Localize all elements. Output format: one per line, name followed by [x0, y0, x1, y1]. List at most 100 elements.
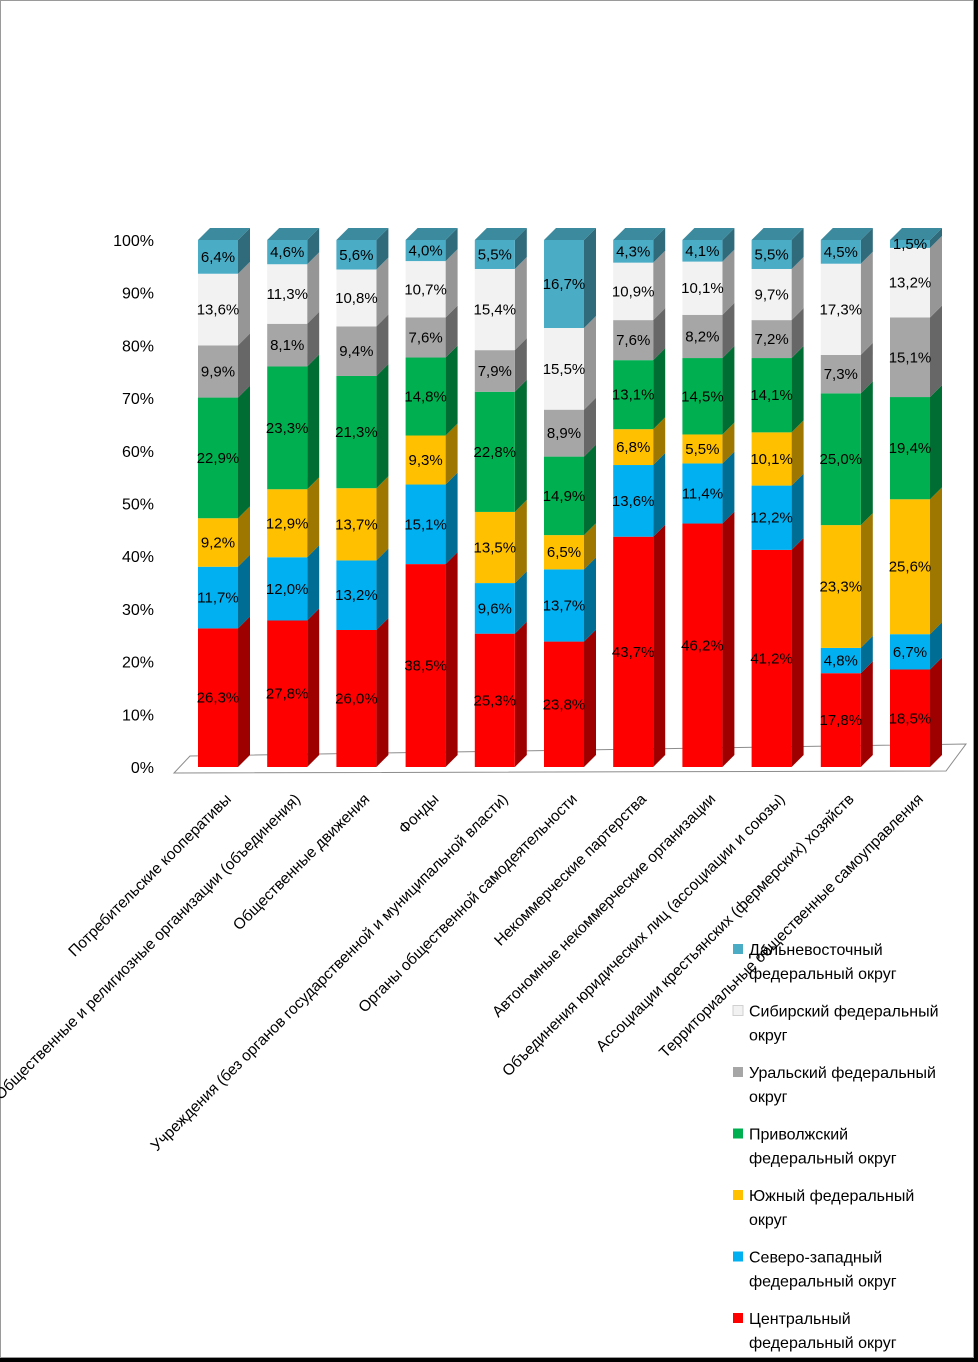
data-label: 16,7% — [543, 276, 586, 293]
bar-segment — [820, 381, 873, 526]
bar-segment — [267, 311, 320, 367]
legend-swatch — [733, 1190, 743, 1200]
data-label: 14,8% — [404, 389, 447, 406]
y-tick-label: 10% — [122, 707, 154, 724]
bar-segment — [544, 316, 596, 410]
data-label: 15,1% — [889, 349, 932, 366]
legend-label: Северо-западный — [749, 1250, 882, 1267]
data-label: 17,3% — [820, 301, 863, 318]
data-label: 6,5% — [547, 544, 581, 561]
data-label: 12,0% — [266, 581, 309, 598]
bar-segment — [336, 548, 389, 630]
data-label: 19,4% — [889, 440, 932, 457]
data-label: 10,1% — [681, 280, 724, 297]
bar-segment — [198, 261, 250, 346]
data-label: 13,7% — [335, 516, 378, 533]
data-label: 13,6% — [197, 302, 240, 319]
data-label: 25,0% — [820, 451, 863, 468]
data-label: 9,7% — [754, 287, 788, 304]
legend-swatch — [732, 1005, 744, 1016]
legend-item: Центральный федеральный округ — [733, 1311, 897, 1352]
legend-item: Южный федеральный округ — [733, 1188, 914, 1229]
bar-segment — [336, 228, 389, 270]
legend-item: Уральский федеральный округ — [733, 1065, 936, 1106]
bar-segment — [682, 249, 735, 315]
data-label: 23,3% — [266, 420, 309, 437]
data-label: 12,2% — [750, 510, 793, 527]
data-label: 4,3% — [616, 243, 650, 260]
data-label: 41,2% — [750, 650, 793, 667]
data-label: 26,0% — [335, 690, 378, 707]
data-label: 11,3% — [266, 286, 307, 303]
bar-segment — [267, 608, 320, 767]
bar-segment — [613, 417, 666, 466]
y-tick-label: 40% — [122, 549, 154, 566]
data-label: 6,4% — [201, 249, 235, 266]
bar-segment — [198, 616, 250, 767]
data-label: 4,5% — [824, 244, 858, 261]
legend-item: Северо-западный федеральный округ — [733, 1250, 897, 1291]
data-label: 5,6% — [339, 247, 373, 264]
category-label: Общественные движения — [230, 791, 373, 934]
data-label: 9,6% — [478, 600, 512, 617]
data-label: 5,5% — [685, 441, 719, 458]
bar-segment — [474, 338, 527, 392]
data-label: 38,5% — [404, 658, 447, 675]
data-label: 11,7% — [197, 590, 238, 607]
bar-segment — [544, 397, 596, 457]
bar-segment — [613, 250, 666, 321]
bar-segment — [405, 228, 458, 262]
data-label: 46,2% — [681, 637, 724, 654]
bar-segment — [405, 552, 458, 767]
legend-label: Дальневосточный — [749, 942, 883, 959]
data-label: 10,1% — [750, 451, 793, 468]
bar-segment — [405, 345, 458, 436]
bar-segment — [267, 252, 320, 324]
bar-segment — [751, 256, 804, 321]
bar-segment — [751, 228, 804, 269]
data-label: 7,9% — [478, 363, 512, 380]
bar-segment — [820, 513, 873, 648]
legend-swatch — [733, 944, 743, 954]
bar-segment — [890, 385, 942, 500]
data-label: 25,6% — [889, 559, 932, 576]
legend-item: Сибирский федеральный округ — [732, 1004, 939, 1045]
y-tick-label: 80% — [122, 338, 154, 355]
bar-segment — [544, 228, 596, 329]
data-label: 8,2% — [685, 328, 719, 345]
y-tick-label: 0% — [131, 760, 154, 777]
bar-segment — [613, 228, 666, 263]
data-label: 26,3% — [197, 690, 240, 707]
bar-segment — [474, 379, 527, 512]
data-label: 21,3% — [335, 424, 378, 441]
legend-swatch — [733, 1128, 743, 1139]
y-tick-label: 70% — [122, 391, 154, 408]
legend-label: Уральский федеральный — [749, 1065, 936, 1082]
bar-segment — [890, 235, 942, 318]
legend-label: федеральный округ — [749, 966, 897, 983]
legend-label: Южный федеральный — [749, 1188, 914, 1205]
bar-segment — [682, 302, 735, 359]
bar-segment — [267, 545, 320, 621]
bar-segment — [820, 342, 873, 394]
bar-segment — [751, 537, 804, 767]
bar-segment — [890, 305, 942, 398]
bar-segment — [751, 346, 804, 433]
bar-segment — [820, 251, 873, 355]
bar-segment — [198, 554, 250, 629]
data-label: 8,1% — [270, 337, 304, 354]
bar-segment — [820, 228, 873, 264]
bar-segment — [890, 622, 942, 670]
bar-segment — [267, 354, 320, 490]
data-label: 7,6% — [616, 332, 650, 349]
data-label: 22,9% — [197, 450, 240, 467]
bar-segment — [267, 477, 320, 558]
category-label: Некоммерческие партерства — [491, 791, 650, 950]
bar-segment — [682, 228, 735, 262]
data-label: 6,7% — [893, 644, 927, 661]
legend-label: Центральный — [749, 1311, 851, 1328]
bar-segment — [682, 422, 735, 464]
bar-segment — [544, 523, 596, 570]
bar-segment — [336, 257, 389, 327]
